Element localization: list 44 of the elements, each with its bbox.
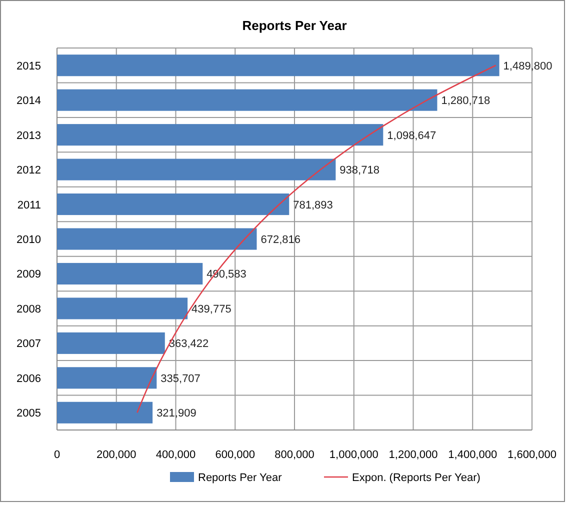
bar (57, 54, 500, 76)
text: 335,707 (160, 372, 200, 385)
bar (57, 228, 257, 250)
bar (57, 332, 165, 354)
y-tick-label: 2010 (16, 234, 41, 246)
text: 321,909 (156, 408, 196, 420)
text: 938,718 (340, 164, 380, 177)
text: 1,489,800 (503, 60, 552, 72)
text: 1,098,647 (387, 130, 436, 142)
x-tick-label: 600,000 (215, 449, 256, 461)
x-tick-label: 1,000,000 (329, 449, 378, 461)
text: 363,422 (168, 338, 209, 350)
text: 1,280,718 (441, 95, 490, 108)
x-tick-label: 400,000 (156, 449, 196, 461)
bar (57, 194, 290, 216)
bar (57, 89, 438, 111)
x-tick-label: 0 (54, 449, 60, 461)
text: 439,775 (192, 303, 232, 316)
bar (57, 124, 384, 146)
legend-label: Expon. (Reports Per Year) (352, 472, 480, 484)
x-tick-label: 200,000 (96, 449, 136, 461)
text: 781,893 (293, 199, 333, 212)
x-tick-label: 1,400,000 (448, 449, 498, 461)
legend-label: Reports Per Year (198, 472, 282, 484)
bar (57, 367, 157, 389)
y-tick-label: 2006 (16, 372, 41, 385)
y-tick-label: 2011 (17, 199, 41, 212)
bar (57, 158, 336, 180)
y-tick-label: 2012 (16, 164, 41, 177)
y-tick-label: 2014 (16, 95, 41, 108)
bar (57, 298, 188, 320)
y-tick-label: 2015 (16, 60, 41, 72)
y-tick-label: 2009 (16, 268, 41, 281)
text: 672,816 (260, 234, 301, 246)
x-tick-label: 1,600,000 (508, 449, 556, 461)
bar (57, 262, 203, 284)
x-tick-label: 800,000 (274, 449, 314, 461)
chart-title: Reports Per Year (242, 18, 347, 33)
y-tick-label: 2005 (16, 408, 41, 420)
y-tick-label: 2008 (16, 303, 41, 316)
x-tick-label: 1,200,000 (388, 449, 438, 461)
bar (57, 402, 153, 424)
y-tick-label: 2007 (16, 338, 41, 350)
y-tick-label: 2013 (16, 130, 41, 142)
